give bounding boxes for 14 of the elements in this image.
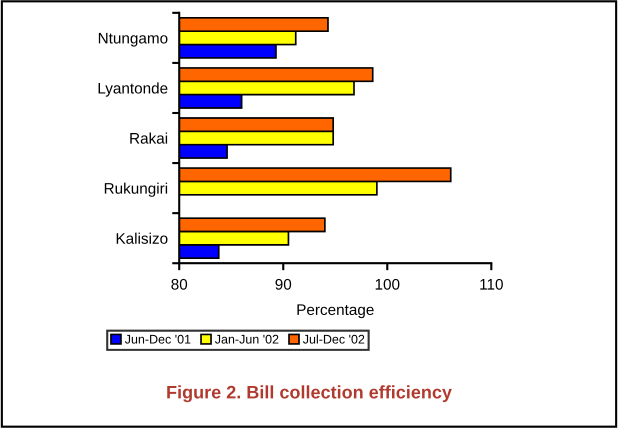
legend-label: Jan-Jun '02 <box>214 334 278 344</box>
x-tick-label: 100 <box>376 278 400 290</box>
x-axis-title: Percentage <box>297 304 374 318</box>
y-tick-label: Kalisizo <box>116 232 168 244</box>
text: Figure 2. Bill collection efficiency <box>167 385 452 402</box>
y-tick-label: Ntungamo <box>98 32 168 47</box>
x-tick-label: 80 <box>171 278 188 290</box>
legend-label: Jul-Dec '02 <box>302 334 364 344</box>
x-tick-label: 110 <box>480 278 503 290</box>
x-tick-label: 90 <box>275 278 292 290</box>
y-tick-label: Lyantonde <box>98 82 168 97</box>
legend-label: Jun-Dec '01 <box>124 334 190 344</box>
y-tick-label: Rukungiri <box>104 182 168 197</box>
y-tick-label: Rakai <box>130 132 168 144</box>
